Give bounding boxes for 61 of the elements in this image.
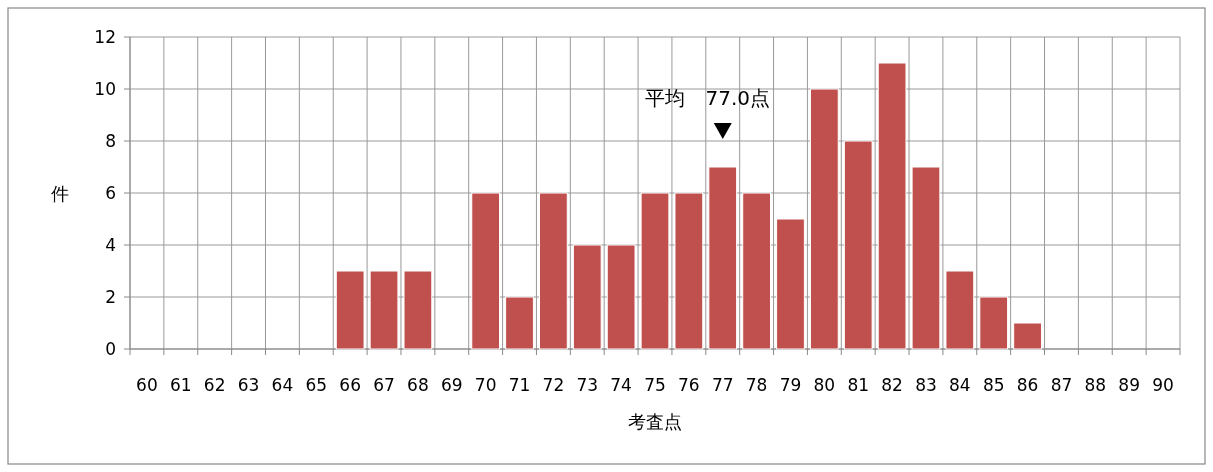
bar bbox=[640, 192, 670, 350]
x-tick-label: 79 bbox=[779, 375, 802, 395]
x-tick-label: 76 bbox=[678, 375, 700, 395]
bar bbox=[471, 192, 501, 350]
x-tick-label: 60 bbox=[136, 375, 158, 395]
x-tick-label: 72 bbox=[542, 375, 565, 395]
bar bbox=[877, 62, 907, 350]
x-tick-label: 78 bbox=[745, 375, 768, 395]
x-tick-label: 67 bbox=[373, 375, 395, 395]
x-tick-label: 73 bbox=[576, 375, 599, 395]
x-tick-label: 89 bbox=[1118, 375, 1141, 395]
bar bbox=[809, 88, 839, 350]
x-tick-label: 69 bbox=[440, 375, 463, 395]
x-tick-label: 88 bbox=[1084, 375, 1107, 395]
bar bbox=[403, 270, 433, 350]
y-tick-label: 8 bbox=[105, 131, 116, 151]
bar bbox=[539, 192, 568, 350]
bar bbox=[674, 192, 704, 350]
x-tick-label: 77 bbox=[711, 375, 734, 395]
x-tick-label: 90 bbox=[1152, 375, 1174, 395]
x-tick-label: 74 bbox=[610, 375, 632, 395]
y-tick-label: 12 bbox=[94, 27, 116, 47]
y-tick-label: 4 bbox=[105, 235, 116, 255]
x-tick-label: 84 bbox=[949, 375, 971, 395]
x-tick-label: 80 bbox=[813, 375, 836, 395]
x-tick-label: 64 bbox=[271, 375, 294, 395]
x-tick-label: 83 bbox=[915, 375, 937, 395]
bar bbox=[945, 270, 975, 350]
x-tick-label: 75 bbox=[644, 375, 666, 395]
x-axis-title: 考査点 bbox=[628, 411, 682, 432]
annotation: 平均 77.0点 bbox=[645, 86, 771, 110]
y-tick-label: 0 bbox=[105, 339, 116, 359]
bar bbox=[742, 192, 771, 350]
bar bbox=[369, 270, 399, 350]
bar bbox=[505, 296, 534, 350]
y-tick-label: 10 bbox=[94, 79, 116, 99]
bar bbox=[708, 166, 738, 350]
x-tick-label: 65 bbox=[305, 375, 328, 395]
x-tick-label: 86 bbox=[1016, 375, 1039, 395]
x-tick-label: 70 bbox=[474, 375, 497, 395]
x-tick-label: 85 bbox=[982, 375, 1005, 395]
bar bbox=[979, 296, 1009, 350]
x-tick-label: 68 bbox=[407, 375, 429, 395]
x-tick-label: 63 bbox=[237, 375, 260, 395]
x-tick-label: 82 bbox=[881, 375, 903, 395]
x-tick-label: 66 bbox=[339, 375, 361, 395]
x-tick-label: 61 bbox=[169, 375, 192, 395]
bar bbox=[776, 218, 805, 350]
bar bbox=[843, 140, 873, 350]
bar bbox=[1013, 322, 1042, 350]
bar bbox=[572, 244, 602, 350]
x-tick-label: 87 bbox=[1050, 375, 1073, 395]
bar bbox=[606, 244, 636, 350]
x-tick-label: 62 bbox=[203, 375, 226, 395]
bar bbox=[335, 270, 365, 350]
bar bbox=[911, 166, 941, 350]
y-tick-label: 2 bbox=[105, 287, 116, 307]
y-tick-label: 6 bbox=[105, 183, 116, 203]
y-axis-title: 件 bbox=[51, 183, 69, 204]
x-tick-label: 71 bbox=[508, 375, 531, 395]
x-tick-label: 81 bbox=[847, 375, 870, 395]
